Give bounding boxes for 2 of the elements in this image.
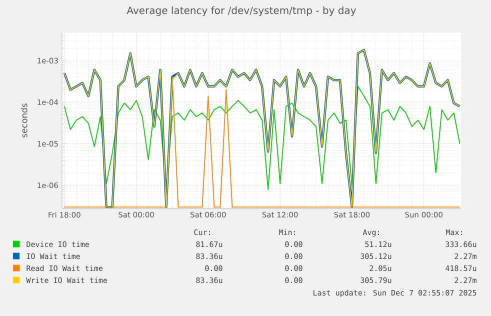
chart-title: Average latency for /dev/system/tmp - by day [126, 6, 356, 16]
y-axis-title: seconds [20, 104, 28, 138]
